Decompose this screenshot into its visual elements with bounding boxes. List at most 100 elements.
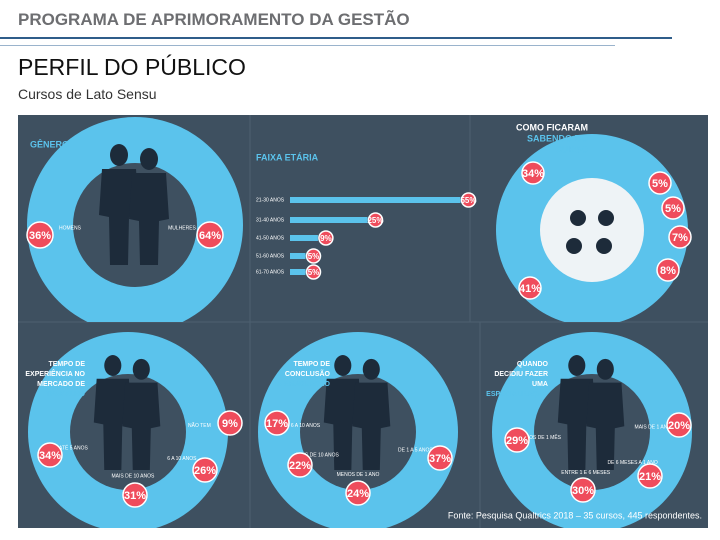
percent-label: 29% (506, 435, 528, 447)
percent-label: 5% (665, 203, 681, 215)
percent-label: 5% (652, 178, 668, 190)
slide-subtitle: Cursos de Lato Sensu (18, 86, 157, 102)
panel-title: COMO FICARAM (516, 122, 588, 132)
panel-title: MERCADO DE (37, 381, 85, 388)
silhouette-body (129, 173, 169, 265)
percent-label: 30% (572, 485, 594, 497)
percent-badge (648, 171, 672, 195)
category-label: 41-50 ANOS (256, 235, 285, 241)
panel-title: EXPERIÊNCIA NO (25, 369, 85, 378)
item-label: DE 1 A 5 ANOS (398, 448, 433, 454)
percent-label: 8% (660, 265, 676, 277)
percent-badge (656, 258, 680, 282)
panel-title: UMA (532, 381, 548, 388)
percent-label: 17% (266, 418, 288, 430)
percent-label: 34% (39, 450, 61, 462)
percent-label: 34% (522, 168, 544, 180)
percent-label: 37% (429, 453, 451, 465)
category-label: 61-70 ANOS (256, 269, 285, 275)
ring-inner (540, 178, 644, 282)
item-label: DE 6 MESES A 1 ANO (607, 460, 657, 466)
bar (290, 253, 306, 259)
item-label: NÃO TEM (188, 422, 211, 429)
slide-title: PERFIL DO PÚBLICO (18, 54, 246, 80)
percent-badge (518, 276, 542, 300)
percent-badge (668, 225, 692, 249)
silhouette-body (352, 382, 391, 470)
silhouette-head (596, 358, 614, 380)
percent-badge (192, 457, 218, 483)
bar (290, 197, 461, 203)
icon (570, 210, 586, 226)
percent-label: 36% (29, 230, 51, 242)
panel-title: GÊNERO (30, 138, 69, 149)
silhouette-body (586, 382, 625, 470)
percent-label: 24% (347, 488, 369, 500)
panel-title: CONCLUSÃO (285, 369, 331, 378)
ring (496, 134, 688, 322)
percent-badge (460, 192, 477, 208)
percent-badge (427, 445, 453, 471)
item-label: MAIS DE 10 ANOS (296, 452, 339, 458)
percent-label: 41% (519, 283, 541, 295)
icon (566, 238, 582, 254)
percent-label: 31% (124, 490, 146, 502)
category-label: 51-60 ANOS (256, 253, 285, 259)
percent-label: 5% (308, 268, 320, 277)
percent-badge (122, 482, 148, 508)
percent-badge (570, 477, 596, 503)
silhouette-head (568, 355, 586, 376)
percent-badge (637, 463, 663, 489)
silhouette-body (93, 378, 132, 470)
percent-label: 21% (639, 471, 661, 483)
bar (290, 269, 306, 275)
percent-label: 22% (289, 460, 311, 472)
silhouette-head (132, 358, 150, 380)
percent-label: 20% (668, 420, 690, 432)
percent-badge (196, 221, 224, 249)
item-label: ENTRE 1 E 6 MESES (561, 470, 611, 476)
category-label: 31-40 ANOS (256, 217, 285, 223)
silhouette-body (557, 378, 596, 470)
icon (598, 210, 614, 226)
header-rule (0, 45, 615, 46)
panel-title: ESPECIALIZAÇÃO (486, 389, 548, 398)
panel-title: SABENDO DO (527, 133, 588, 143)
percent-badge (287, 452, 313, 478)
label: MULHERES (168, 225, 196, 231)
percent-badge (217, 410, 243, 436)
panel-title: CURSO (555, 144, 588, 154)
percent-badge (37, 442, 63, 468)
percent-label: 25% (367, 216, 383, 225)
percent-label: 9% (320, 234, 332, 243)
percent-badge (666, 412, 692, 438)
item-label: MAIS DE 10 ANOS (112, 473, 155, 479)
item-label: MENOS DE 1 ANO (337, 472, 380, 478)
item-label: ATÉ 5 ANOS (59, 444, 88, 451)
silhouette-body (122, 382, 161, 470)
silhouette-head (334, 355, 352, 376)
percent-badge (367, 212, 384, 228)
percent-badge (661, 196, 685, 220)
percent-label: 26% (194, 465, 216, 477)
item-label: 6 A 10 ANOS (167, 456, 197, 462)
item-label: DE 6 A 10 ANOS (283, 423, 321, 429)
percent-badge (305, 248, 322, 264)
percent-badge (504, 427, 530, 453)
panel-title: DECIDIU FAZER (494, 371, 548, 378)
label: HOMENS (59, 225, 82, 231)
percent-badge (345, 480, 371, 506)
panel-title: TEMPO DE (48, 361, 85, 368)
silhouette-head (362, 358, 380, 380)
percent-label: 5% (308, 252, 320, 261)
header-rule (0, 37, 672, 39)
icon (596, 238, 612, 254)
percent-badge (264, 410, 290, 436)
panel-title: FAIXA ETÁRIA (256, 152, 319, 162)
silhouette-head (110, 144, 128, 166)
item-label: MAIS DE 1 ANO (635, 424, 672, 430)
silhouette-body (99, 169, 139, 265)
item-label: MENOS DE 1 MÊS (518, 433, 562, 441)
